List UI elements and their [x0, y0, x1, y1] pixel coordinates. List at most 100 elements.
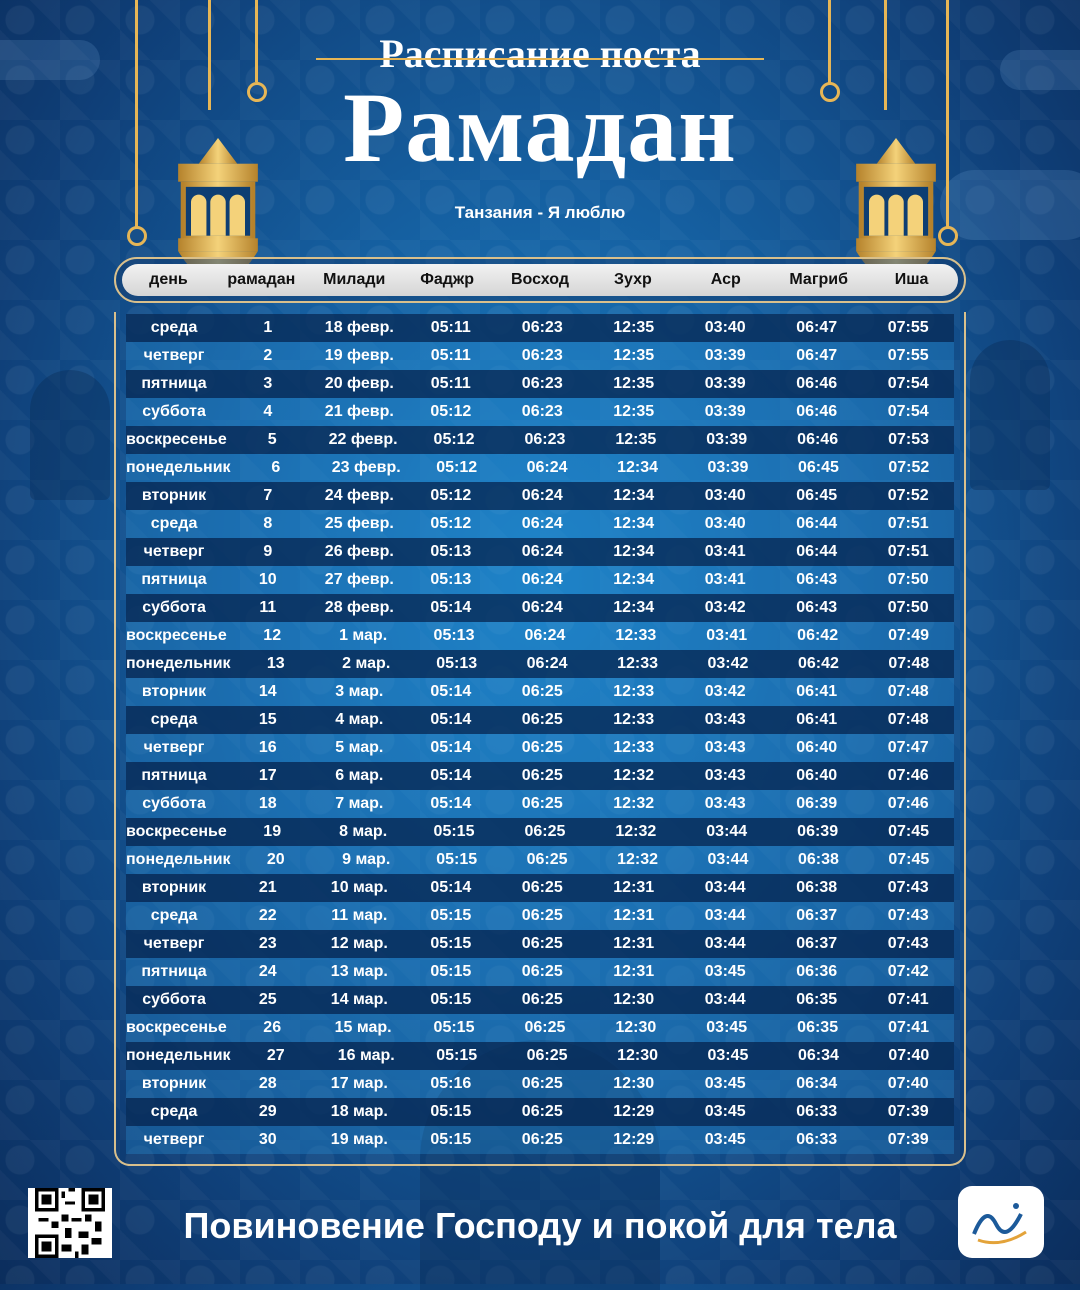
table-cell: 03:45 — [704, 1131, 746, 1148]
table-cell: 06:25 — [524, 1019, 566, 1036]
page-title: Рамадан — [343, 72, 737, 183]
table-cell: 06:46 — [796, 403, 838, 420]
table-cell: 07:54 — [887, 403, 929, 420]
table-cell: 05:13 — [433, 627, 475, 644]
table-cell: вторник — [141, 1075, 207, 1092]
table-cell: 05:15 — [430, 1103, 472, 1120]
table-cell: 06:24 — [526, 459, 568, 476]
column-header: Иша — [894, 271, 929, 288]
lantern-icon — [856, 138, 936, 284]
table-cell: 06:44 — [796, 515, 838, 532]
table-cell: 06:24 — [521, 599, 563, 616]
table-cell: 12:34 — [613, 599, 655, 616]
table-cell: четверг — [143, 347, 205, 364]
table-cell: 03:45 — [704, 1075, 746, 1092]
table-cell: 28 февр. — [324, 599, 394, 616]
table-cell: 05:15 — [430, 963, 472, 980]
table-row: пятница 10 27 февр. 05:13 06:24 12:34 03:41 06:… — [126, 566, 954, 594]
table-row: воскресенье 12 1 мар. 05:13 06:24 12:33 03:41 0… — [126, 622, 954, 650]
table-cell: суббота — [142, 599, 206, 616]
table-cell: воскресенье — [126, 627, 227, 644]
table-cell: 9 — [263, 543, 273, 560]
table-row: понедельник 6 23 февр. 05:12 06:24 12:34 03:39… — [126, 454, 954, 482]
table-cell: 24 февр. — [324, 487, 394, 504]
qr-code-icon — [28, 1188, 112, 1258]
table-cell: среда — [150, 319, 198, 336]
table-cell: 12:32 — [615, 823, 657, 840]
lantern-chain — [208, 0, 211, 110]
table-cell: 05:15 — [433, 1019, 475, 1036]
table-cell: 12:31 — [613, 907, 655, 924]
table-cell: 5 мар. — [335, 739, 384, 756]
table-cell: 03:43 — [704, 739, 746, 756]
table-cell: 07:41 — [887, 991, 929, 1008]
table-cell: 06:25 — [521, 711, 563, 728]
table-cell: понедельник — [126, 1047, 231, 1064]
table-cell: 2 — [263, 347, 273, 364]
table-cell: 16 мар. — [337, 1047, 395, 1064]
table-cell: 06:24 — [521, 515, 563, 532]
table-cell: 05:11 — [430, 375, 471, 392]
table-cell: 05:13 — [436, 655, 478, 672]
table-cell: 03:42 — [707, 655, 749, 672]
table-cell: 06:25 — [524, 823, 566, 840]
table-cell: 19 февр. — [324, 347, 394, 364]
table-cell: 03:40 — [704, 515, 746, 532]
table-cell: 12:30 — [615, 1019, 657, 1036]
table-cell: суббота — [142, 991, 206, 1008]
table-cell: воскресенье — [126, 431, 227, 448]
table-cell: 06:34 — [797, 1047, 839, 1064]
table-cell: 07:40 — [888, 1047, 930, 1064]
table-cell: 17 мар. — [330, 1075, 388, 1092]
table-cell: воскресенье — [126, 823, 227, 840]
table-cell: 06:39 — [797, 823, 839, 840]
table-cell: 6 мар. — [335, 767, 384, 784]
subtitle: Танзания - Я люблю — [454, 203, 626, 222]
table-cell: 7 — [263, 487, 273, 504]
table-row: среда 22 11 мар. 05:15 06:25 12:31 03:44 06:37 0… — [126, 902, 954, 930]
table-cell: 05:14 — [430, 683, 472, 700]
table-cell: 06:23 — [521, 375, 563, 392]
table-header: день рамадан Милади Фаджр Восход Зухр Аср Магри… — [114, 257, 966, 303]
table-cell: 06:38 — [796, 879, 838, 896]
table-cell: 06:36 — [796, 963, 838, 980]
table-cell: 06:33 — [796, 1131, 838, 1148]
cloud — [940, 170, 1080, 240]
table-frame — [114, 312, 966, 1166]
table-cell: 12:34 — [617, 459, 658, 476]
table-cell: воскресенье — [126, 1019, 227, 1036]
table-row: вторник 28 17 мар. 05:16 06:25 12:30 03:45 06:3… — [126, 1070, 954, 1098]
table-cell: 06:25 — [526, 1047, 568, 1064]
mosque-silhouette — [970, 340, 1050, 490]
table-cell: 18 — [258, 795, 277, 812]
table-cell: 06:45 — [797, 459, 839, 476]
title-top: Расписание поста — [379, 31, 701, 76]
table-cell: 12:29 — [613, 1103, 655, 1120]
table-cell: четверг — [143, 543, 205, 560]
table-cell: 10 — [258, 571, 277, 588]
table-cell: 03:45 — [704, 963, 746, 980]
table-cell: 12 мар. — [330, 935, 388, 952]
lantern-chain — [884, 0, 887, 110]
table-cell: 22 февр. — [328, 431, 398, 448]
column-header: Зухр — [614, 271, 652, 288]
table-cell: 05:15 — [433, 823, 475, 840]
table-row: понедельник 27 16 мар. 05:15 06:25 12:30 03:45… — [126, 1042, 954, 1070]
table-cell: 05:12 — [436, 459, 478, 476]
table-cell: 03:45 — [706, 1019, 748, 1036]
table-cell: 06:25 — [521, 1131, 563, 1148]
table-cell: 12:33 — [613, 711, 655, 728]
table-cell: 07:42 — [887, 963, 929, 980]
table-cell: 06:25 — [521, 767, 563, 784]
table-cell: 03:43 — [704, 767, 746, 784]
table-cell: 12:31 — [613, 879, 655, 896]
table-cell: 06:46 — [796, 375, 838, 392]
table-row: понедельник 20 9 мар. 05:15 06:25 12:32 03:44 0… — [126, 846, 954, 874]
table-cell: 12:35 — [613, 375, 655, 392]
table-cell: 05:12 — [430, 487, 472, 504]
table-cell: 12:34 — [613, 487, 655, 504]
table-cell: 03:44 — [704, 991, 746, 1008]
table-cell: 03:39 — [704, 403, 746, 420]
column-header: Магриб — [789, 271, 848, 288]
table-cell: 07:53 — [888, 431, 929, 448]
